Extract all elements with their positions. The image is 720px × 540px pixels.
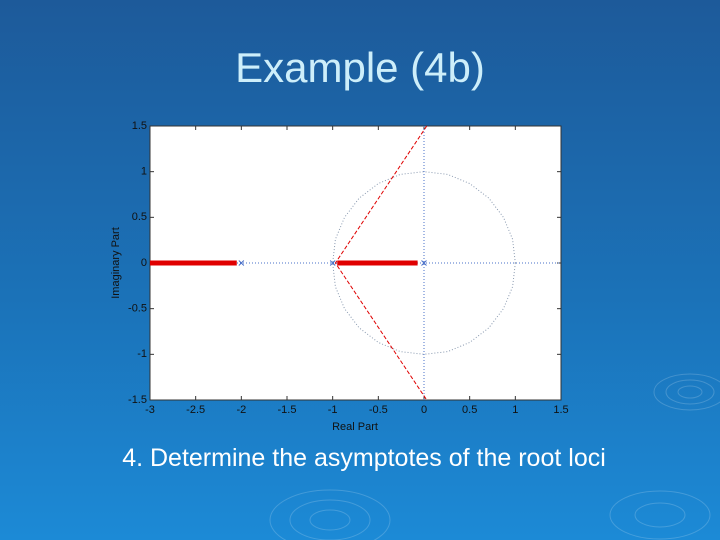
y-tick-label: -0.5 [128, 303, 147, 315]
y-tick-label: -1.5 [128, 394, 147, 406]
slide-caption: 4. Determine the asymptotes of the root … [122, 444, 606, 472]
y-tick-label: 0.5 [132, 211, 147, 223]
pole-marker [238, 260, 245, 266]
x-tick-label: 0 [421, 404, 427, 416]
slide-title: Example (4b) [235, 44, 485, 91]
y-tick-label: 1 [141, 166, 147, 178]
x-tick-label: -3 [145, 404, 155, 416]
x-axis-label: Real Part [332, 421, 378, 433]
y-axis-label: Imaginary Part [110, 227, 122, 299]
x-tick-label: -2 [236, 404, 246, 416]
x-tick-label: -0.5 [369, 404, 388, 416]
y-tick-label: 0 [141, 257, 147, 269]
pole-marker [329, 260, 336, 266]
x-tick-label: -1 [328, 404, 338, 416]
locus-line [334, 125, 428, 401]
x-tick-label: 1 [512, 404, 518, 416]
x-tick-label: 0.5 [462, 404, 477, 416]
pole-marker [421, 260, 427, 266]
y-tick-label: 1.5 [132, 120, 147, 132]
x-tick-label: 1.5 [553, 404, 568, 416]
x-tick-label: -1.5 [278, 404, 297, 416]
ripple-decoration [269, 373, 720, 540]
x-tick-label: -2.5 [186, 404, 205, 416]
y-tick-label: -1 [137, 348, 147, 360]
